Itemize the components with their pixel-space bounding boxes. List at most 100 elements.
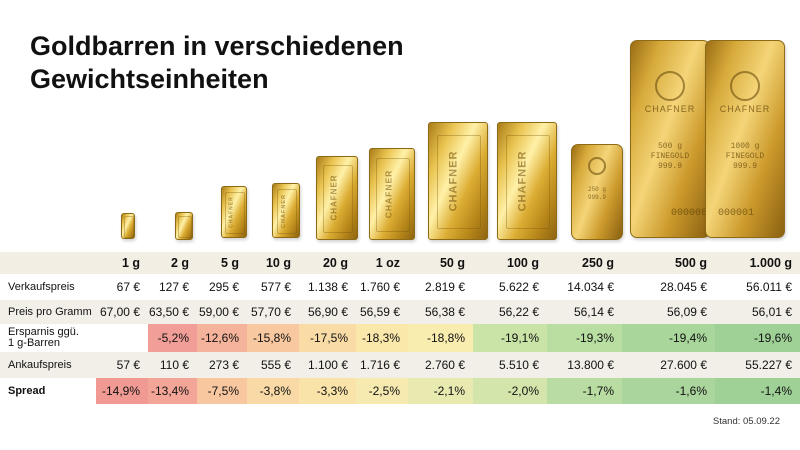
bar-1000g-serial: 000001 bbox=[718, 208, 755, 219]
gold-bar-1oz: CHAFNER bbox=[369, 148, 415, 240]
bar-1000g-purity: 999.9 bbox=[732, 162, 757, 171]
table-cell: -17,5% bbox=[299, 324, 356, 352]
table-cell: 67,00 € bbox=[96, 300, 148, 324]
table-cell: 13.800 € bbox=[547, 352, 622, 378]
row-label: Verkaufspreis bbox=[8, 281, 75, 293]
header-1oz: 1 oz bbox=[356, 252, 408, 274]
table-cell: 295 € bbox=[208, 280, 239, 294]
table-cell: 5.622 € bbox=[498, 280, 539, 294]
table-cell: -19,1% bbox=[473, 324, 547, 352]
table-cell: -5,2% bbox=[148, 324, 197, 352]
table-cell: 273 € bbox=[197, 352, 247, 378]
row-label: Preis pro Gramm bbox=[0, 300, 96, 324]
bar-250g-purity: 999.9 bbox=[587, 194, 606, 201]
row-label-line-2: 1 g-Barren bbox=[8, 337, 60, 349]
table-row-spread: Spread -14,9% -13,4% -7,5% -3,8% -3,3% -… bbox=[0, 378, 800, 404]
table-header-row: 1 g 2 g 5 g 10 g 20 g 1 oz 50 g 100 g 25… bbox=[0, 252, 800, 274]
gold-bar-50g: CHAFNER bbox=[428, 122, 488, 240]
table-cell: 56.011 € bbox=[746, 280, 792, 294]
title-line-1: Goldbarren in verschiedenen bbox=[30, 31, 404, 61]
bar-1oz-stamp: CHAFNER bbox=[383, 169, 394, 219]
table-cell: -2,0% bbox=[473, 378, 547, 404]
bar-1000g-brand: CHAFNER bbox=[719, 104, 771, 114]
gold-bar-1g bbox=[121, 213, 135, 239]
title-line-2: Gewichtseinheiten bbox=[30, 64, 269, 94]
gold-bar-20g: CHAFNER bbox=[316, 156, 358, 240]
gold-bar-250g: 250 g 999.9 bbox=[571, 144, 623, 240]
gold-bar-1000g: CHAFNER 1000 g FINEGOLD 999.9 000001 bbox=[705, 40, 785, 238]
bar-5g-stamp: CHAFNER bbox=[228, 196, 235, 228]
table-cell: 56,14 € bbox=[547, 300, 622, 324]
header-5g: 5 g bbox=[197, 252, 247, 274]
table-cell: 1.716 € bbox=[356, 352, 408, 378]
table-cell: 56,38 € bbox=[408, 300, 473, 324]
table-cell: 57 € bbox=[96, 352, 148, 378]
table-cell: 27.600 € bbox=[622, 352, 715, 378]
header-1000g: 1.000 g bbox=[715, 252, 800, 274]
table-cell: -1,7% bbox=[547, 378, 622, 404]
bar-100g-stamp: CHAFNER bbox=[516, 150, 529, 212]
table-cell: 14.034 € bbox=[567, 280, 614, 294]
row-label: Spread bbox=[8, 385, 46, 397]
table-cell: 555 € bbox=[247, 352, 299, 378]
table-cell: 56,01 € bbox=[715, 300, 800, 324]
bar-500g-purity: 999.9 bbox=[657, 162, 682, 171]
bar-250g-weight: 250 g bbox=[587, 186, 606, 193]
header-2g: 2 g bbox=[148, 252, 197, 274]
bar-1000g-weight: 1000 g bbox=[730, 142, 760, 151]
table-cell: -1,6% bbox=[622, 378, 715, 404]
table-row-verkaufspreis: Verkaufspreis 67 € 127 € 295 € 577 € 1.1… bbox=[0, 274, 800, 300]
bar-10g-stamp: CHAFNER bbox=[280, 194, 287, 228]
header-100g: 100 g bbox=[473, 252, 547, 274]
table-cell: 55.227 € bbox=[715, 352, 800, 378]
page-title: Goldbarren in verschiedenen Gewichtseinh… bbox=[30, 30, 404, 96]
table-cell: -7,5% bbox=[197, 378, 247, 404]
table-cell: -2,5% bbox=[356, 378, 408, 404]
table-cell: -18,3% bbox=[356, 324, 408, 352]
table-cell: 1.100 € bbox=[299, 352, 356, 378]
header-500g: 500 g bbox=[622, 252, 715, 274]
table-cell: 110 € bbox=[148, 352, 197, 378]
table-cell: 2.819 € bbox=[424, 280, 465, 294]
bar-500g-brand: CHAFNER bbox=[644, 104, 696, 114]
table-cell: -12,6% bbox=[197, 324, 247, 352]
table-cell: -13,4% bbox=[148, 378, 197, 404]
bar-1000g-fine: FINEGOLD bbox=[725, 152, 765, 161]
row-label-line-1: Ersparnis ggü. bbox=[8, 326, 79, 338]
bar-500g-fine: FINEGOLD bbox=[650, 152, 690, 161]
table-cell: 28.045 € bbox=[660, 280, 707, 294]
table-cell: -3,8% bbox=[247, 378, 299, 404]
table-cell: 56,22 € bbox=[473, 300, 547, 324]
table-cell: -19,4% bbox=[622, 324, 715, 352]
bar-1000g-logo bbox=[730, 71, 760, 101]
row-label: Ersparnis ggü. 1 g-Barren bbox=[0, 324, 96, 352]
gold-bar-2g bbox=[175, 212, 193, 240]
date-footnote: Stand: 05.09.22 bbox=[712, 416, 780, 427]
table-row-ersparnis: Ersparnis ggü. 1 g-Barren -5,2% -12,6% -… bbox=[0, 324, 800, 352]
table-row-ankaufspreis: Ankaufspreis 57 € 110 € 273 € 555 € 1.10… bbox=[0, 352, 800, 378]
header-blank bbox=[0, 252, 96, 274]
bar-250g-logo bbox=[588, 157, 606, 175]
gold-bar-100g: CHAFNER bbox=[497, 122, 557, 240]
table-cell: -19,6% bbox=[715, 324, 800, 352]
table-cell: -1,4% bbox=[715, 378, 800, 404]
table-cell: 127 € bbox=[158, 280, 189, 294]
table-cell: 67 € bbox=[116, 280, 140, 294]
table-cell: 63,50 € bbox=[148, 300, 197, 324]
bar-500g-weight: 500 g bbox=[657, 142, 682, 151]
table-cell: 577 € bbox=[260, 280, 291, 294]
table-cell: 56,90 € bbox=[299, 300, 356, 324]
bar-500g-logo bbox=[655, 71, 685, 101]
table-cell: -15,8% bbox=[247, 324, 299, 352]
table-row-preis-pro-gramm: Preis pro Gramm 67,00 € 63,50 € 59,00 € … bbox=[0, 300, 800, 324]
header-50g: 50 g bbox=[408, 252, 473, 274]
row-label: Ankaufspreis bbox=[0, 352, 96, 378]
header-20g: 20 g bbox=[299, 252, 356, 274]
gold-bar-10g: CHAFNER bbox=[272, 183, 300, 238]
table-cell: 57,70 € bbox=[247, 300, 299, 324]
gold-bar-5g: CHAFNER bbox=[221, 186, 247, 238]
table-cell: 2.760 € bbox=[408, 352, 473, 378]
table-cell: -18,8% bbox=[408, 324, 473, 352]
table-cell: 1.760 € bbox=[359, 280, 400, 294]
table-cell: 1.138 € bbox=[307, 280, 348, 294]
